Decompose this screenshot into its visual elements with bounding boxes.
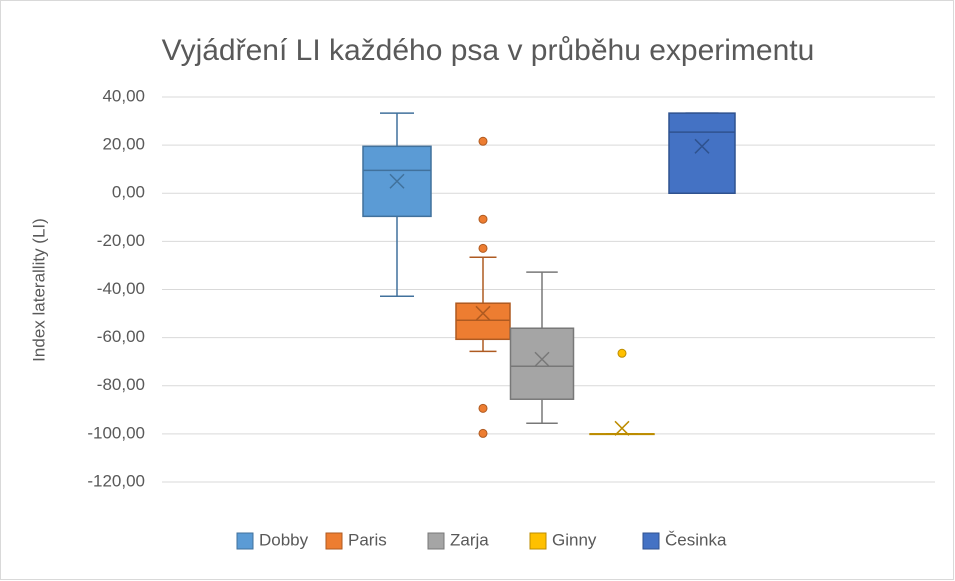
- outlier: [617, 348, 627, 358]
- y-tick-label: -120,00: [87, 471, 145, 490]
- y-tick-label: 40,00: [102, 86, 145, 105]
- box: [455, 302, 511, 341]
- outlier: [478, 136, 488, 146]
- legend-label: Ginny: [552, 530, 597, 549]
- box: [668, 112, 736, 194]
- y-axis-label: Index laterallity (LI): [29, 218, 48, 362]
- chart-title: Vyjádření LI každého psa v průběhu exper…: [162, 34, 815, 67]
- legend-label: Dobby: [259, 530, 309, 549]
- legend-swatch: [236, 532, 254, 550]
- y-tick-label: -100,00: [87, 423, 145, 442]
- mean-marker: [534, 351, 550, 367]
- y-tick-label: -80,00: [97, 375, 145, 394]
- legend-swatch: [642, 532, 660, 550]
- mean-marker: [694, 138, 710, 154]
- outlier: [478, 214, 488, 224]
- legend-label: Česinka: [665, 530, 727, 549]
- box: [509, 327, 575, 400]
- mean-marker: [614, 420, 630, 436]
- y-tick-label: -40,00: [97, 279, 145, 298]
- outlier: [478, 428, 488, 438]
- y-tick-label: 0,00: [112, 183, 145, 202]
- legend-swatch: [427, 532, 445, 550]
- legend-swatch: [529, 532, 547, 550]
- outlier: [478, 403, 488, 413]
- y-tick-label: 20,00: [102, 135, 145, 154]
- y-tick-label: -60,00: [97, 327, 145, 346]
- legend-swatch: [325, 532, 343, 550]
- outlier: [478, 243, 488, 253]
- legend-label: Zarja: [450, 530, 489, 549]
- mean-marker: [475, 305, 491, 321]
- y-tick-label: -20,00: [97, 231, 145, 250]
- mean-marker: [389, 173, 405, 189]
- legend-label: Paris: [348, 530, 387, 549]
